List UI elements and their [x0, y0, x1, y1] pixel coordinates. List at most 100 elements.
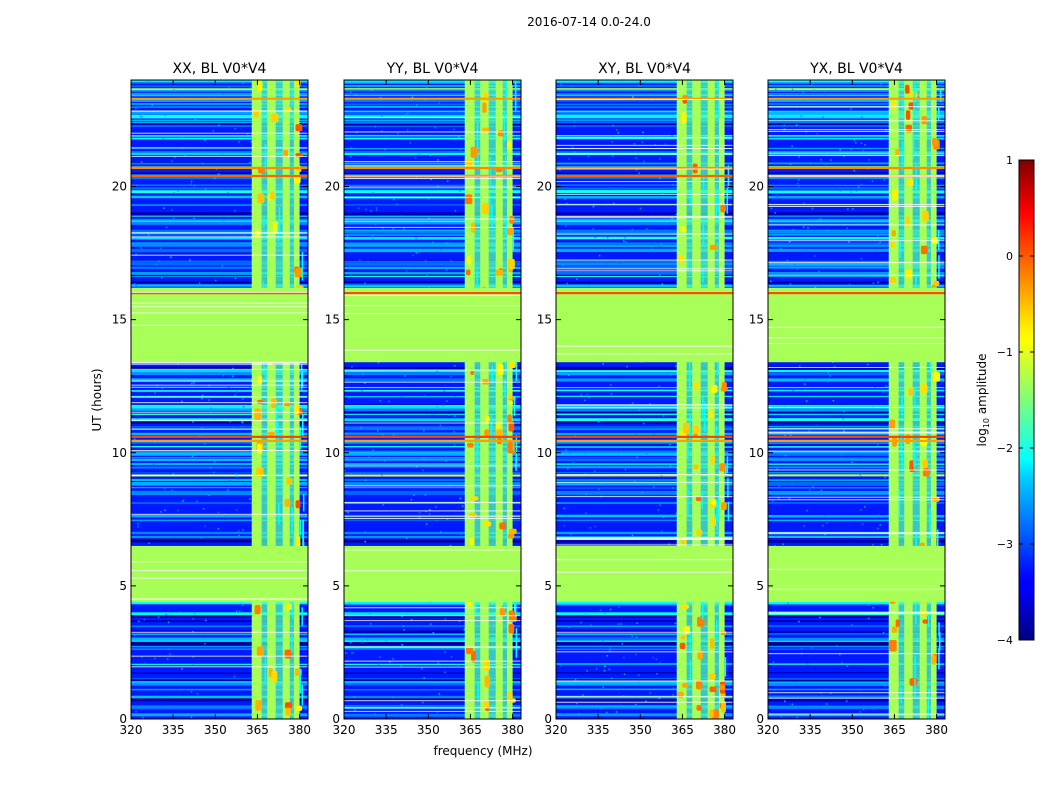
heatmap-cell	[215, 279, 217, 282]
heatmap-row	[131, 452, 308, 456]
heatmap-cell	[587, 155, 590, 158]
heatmap-cell	[136, 237, 139, 239]
colorbar-gradient	[1018, 159, 1035, 641]
heatmap-row	[344, 162, 521, 165]
heatmap-cell	[672, 687, 675, 690]
heatmap-cell	[589, 527, 592, 529]
heatmap-cell	[217, 527, 220, 530]
rfi-spot	[920, 245, 928, 255]
y-tick-label: 5	[119, 579, 127, 593]
heatmap-row	[344, 458, 521, 461]
rfi-streak	[299, 519, 302, 536]
heatmap-cell	[249, 386, 251, 389]
rfi-spot	[284, 498, 291, 508]
heatmap-row	[131, 637, 308, 641]
heatmap-cell	[218, 124, 220, 126]
rfi-streak	[938, 632, 941, 651]
heatmap-cell	[192, 618, 194, 620]
heatmap-cell	[449, 545, 452, 547]
heatmap-cell	[824, 93, 826, 96]
heatmap-cell	[141, 656, 143, 658]
rfi-spot	[695, 496, 702, 502]
heatmap-cell	[621, 643, 624, 645]
heatmap-row	[131, 195, 308, 199]
heatmap-row	[131, 218, 308, 221]
heatmap-cell	[235, 475, 238, 478]
rfi-streak	[726, 456, 729, 474]
rfi-streak	[512, 439, 515, 451]
heatmap-row	[768, 387, 945, 389]
heatmap-row	[556, 479, 733, 482]
rfi-streak	[291, 511, 294, 523]
heatmap-cell	[196, 500, 198, 503]
heatmap-cell	[789, 163, 792, 165]
gap-line	[768, 154, 945, 156]
heatmap-row	[768, 625, 945, 627]
heatmap-cell	[370, 89, 373, 92]
heatmap-cell	[847, 208, 849, 211]
heatmap-row	[556, 242, 733, 245]
heatmap-cell	[351, 366, 353, 368]
heatmap-cell	[178, 379, 181, 381]
heatmap-cell	[413, 494, 415, 496]
heatmap-row	[344, 152, 521, 156]
heatmap-cell	[839, 653, 841, 656]
heatmap-cell	[644, 137, 647, 140]
heatmap-cell	[213, 461, 216, 463]
heatmap-cell	[154, 695, 157, 698]
gap-line	[768, 175, 945, 177]
heatmap-row	[556, 114, 733, 116]
heatmap-row	[768, 481, 945, 483]
rfi-spot	[270, 113, 279, 123]
heatmap-row	[556, 615, 733, 618]
heatmap-cell	[806, 509, 809, 512]
heatmap-cell	[444, 651, 446, 654]
heatmap-cell	[827, 371, 829, 374]
heatmap-row	[768, 615, 945, 618]
heatmap-row	[768, 248, 945, 252]
heatmap-cell	[424, 494, 427, 496]
heatmap-cell	[792, 229, 795, 231]
heatmap-row	[131, 92, 308, 97]
rfi-spot	[257, 399, 264, 405]
heatmap-cell	[428, 286, 430, 289]
figure-suptitle: 2016-07-14 0.0-24.0	[527, 15, 651, 29]
heatmap-cell	[135, 107, 137, 110]
heatmap-cell	[605, 711, 608, 714]
heatmap-cell	[204, 633, 206, 635]
heatmap-row	[556, 184, 733, 186]
heatmap-cell	[642, 422, 645, 425]
heatmap-row	[344, 262, 521, 266]
heatmap-row	[768, 122, 945, 124]
gap-line	[344, 175, 521, 177]
heatmap-cell	[563, 524, 566, 527]
heatmap-cell	[807, 663, 809, 665]
heatmap-cell	[218, 173, 220, 175]
heatmap-cell	[584, 399, 586, 402]
heatmap-row	[556, 458, 733, 462]
heatmap-row	[344, 281, 521, 284]
strong-line	[556, 439, 733, 442]
gap-line	[556, 345, 733, 347]
y-tick-label: 15	[325, 313, 340, 327]
heatmap-row	[768, 176, 945, 179]
heatmap-cell	[775, 88, 777, 91]
strong-line	[131, 166, 308, 170]
heatmap-cell	[148, 542, 150, 545]
rfi-spot	[484, 675, 491, 688]
heatmap-cell	[234, 277, 237, 280]
heatmap-row	[556, 389, 733, 392]
heatmap-cell	[567, 467, 569, 470]
heatmap-cell	[789, 283, 792, 285]
heatmap-cell	[448, 238, 451, 241]
heatmap-row	[131, 162, 308, 165]
heatmap-cell	[827, 378, 829, 380]
heatmap-cell	[384, 136, 387, 138]
heatmap-cell	[603, 612, 606, 614]
heatmap-cell	[349, 91, 352, 93]
strong-line	[131, 97, 308, 100]
heatmap-cell	[784, 454, 787, 457]
heatmap-row	[131, 371, 308, 375]
heatmap-cell	[235, 473, 238, 476]
heatmap-row	[768, 672, 945, 674]
